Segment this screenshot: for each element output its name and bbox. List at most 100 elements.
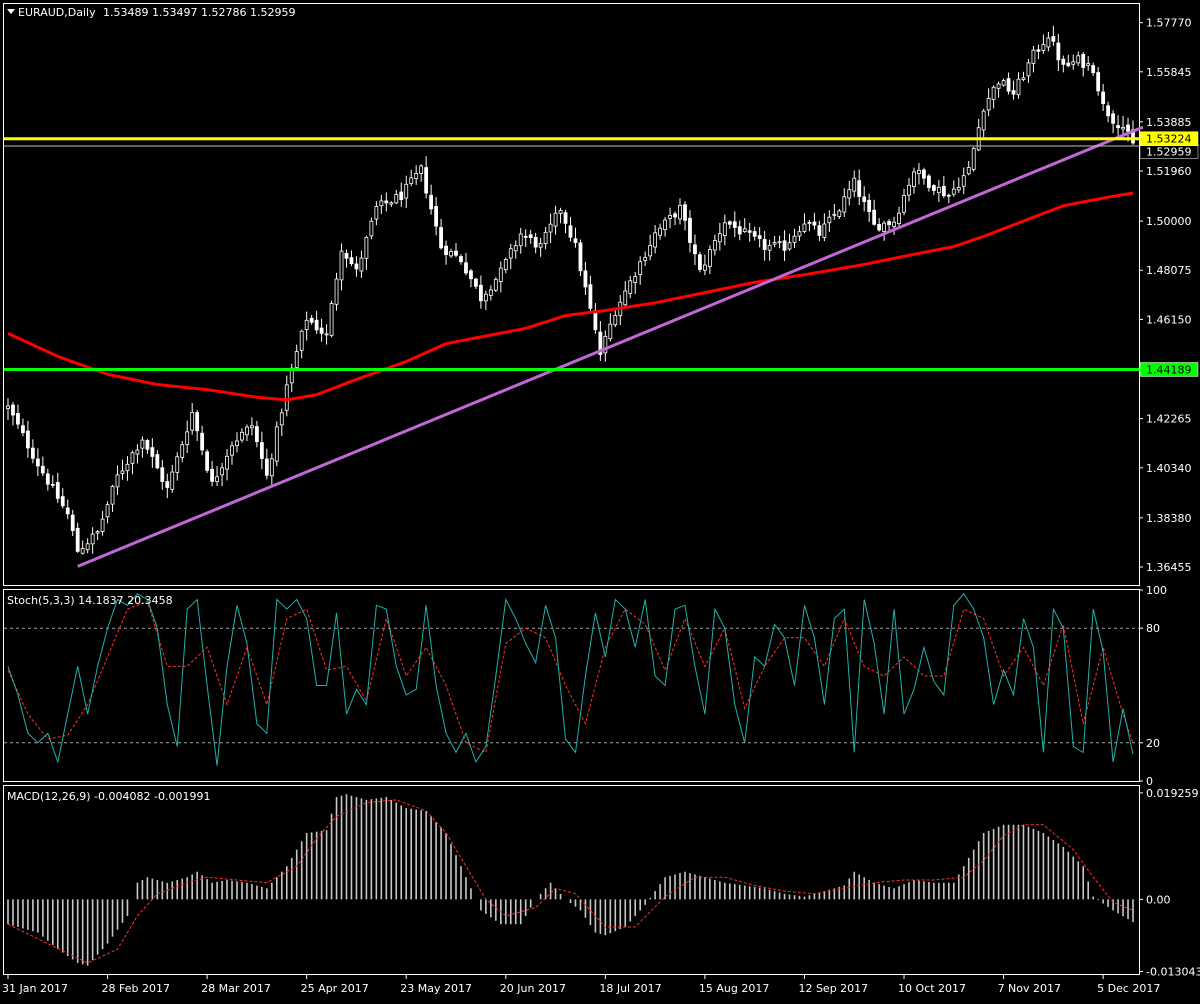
candle[interactable] <box>867 193 872 222</box>
candle[interactable] <box>65 499 70 520</box>
candle[interactable] <box>633 271 638 294</box>
candle[interactable] <box>150 438 155 468</box>
candle[interactable] <box>703 254 707 276</box>
candle[interactable] <box>603 330 608 362</box>
candle[interactable] <box>399 182 404 207</box>
candle[interactable] <box>518 227 523 254</box>
candle[interactable] <box>717 222 722 251</box>
candle[interactable] <box>877 218 882 232</box>
candle[interactable] <box>90 527 95 554</box>
candle[interactable] <box>558 207 563 224</box>
candle[interactable] <box>379 194 384 214</box>
candle[interactable] <box>802 213 807 234</box>
candle[interactable] <box>459 254 463 265</box>
candle[interactable] <box>314 310 319 334</box>
candle[interactable] <box>155 450 160 470</box>
candle[interactable] <box>737 220 742 241</box>
candle[interactable] <box>912 167 916 194</box>
candle[interactable] <box>349 250 354 267</box>
candle[interactable] <box>210 460 214 487</box>
candle[interactable] <box>1041 34 1046 54</box>
candle[interactable] <box>284 375 289 417</box>
candle[interactable] <box>230 441 234 465</box>
candle[interactable] <box>1066 54 1071 68</box>
candle[interactable] <box>469 269 473 288</box>
candle[interactable] <box>578 239 583 277</box>
candle[interactable] <box>927 173 931 192</box>
candle[interactable] <box>638 256 643 285</box>
candle[interactable] <box>354 256 359 277</box>
candle[interactable] <box>922 167 926 185</box>
candle[interactable] <box>85 538 90 554</box>
candle[interactable] <box>200 425 205 456</box>
candle[interactable] <box>1091 62 1096 76</box>
candle[interactable] <box>250 417 254 436</box>
candle[interactable] <box>966 160 971 176</box>
candle[interactable] <box>474 277 478 289</box>
candle[interactable] <box>678 198 682 225</box>
candle[interactable] <box>568 216 573 242</box>
candle[interactable] <box>936 180 941 202</box>
candle[interactable] <box>125 456 130 481</box>
candle[interactable] <box>105 501 110 524</box>
candle[interactable] <box>279 408 284 436</box>
candle[interactable] <box>245 424 249 442</box>
candle[interactable] <box>454 243 458 258</box>
candle[interactable] <box>583 262 588 296</box>
candle[interactable] <box>55 472 60 503</box>
candle[interactable] <box>897 206 901 228</box>
candle[interactable] <box>190 402 195 435</box>
trendline[interactable] <box>77 125 1144 568</box>
candle[interactable] <box>528 229 533 244</box>
candle[interactable] <box>384 192 389 212</box>
candle[interactable] <box>673 211 677 226</box>
candle[interactable] <box>688 210 692 253</box>
candle[interactable] <box>439 218 443 250</box>
candle[interactable] <box>931 184 936 196</box>
candle[interactable] <box>409 169 414 187</box>
candle[interactable] <box>170 464 175 493</box>
candle[interactable] <box>956 177 961 193</box>
candle[interactable] <box>946 193 951 204</box>
candle[interactable] <box>294 344 299 370</box>
macd-signal-line[interactable] <box>7 799 1134 964</box>
candle[interactable] <box>45 468 50 491</box>
candle[interactable] <box>434 197 438 236</box>
candle[interactable] <box>135 444 140 464</box>
candle[interactable] <box>464 252 468 276</box>
candle[interactable] <box>16 404 20 429</box>
candle[interactable] <box>533 232 538 254</box>
candle[interactable] <box>608 313 613 342</box>
candle[interactable] <box>1051 25 1056 46</box>
candle[interactable] <box>339 243 344 291</box>
price-panel[interactable] <box>3 3 1140 586</box>
candle[interactable] <box>727 220 732 229</box>
candle[interactable] <box>807 219 812 232</box>
candle[interactable] <box>205 449 210 473</box>
candle[interactable] <box>498 261 503 293</box>
candle[interactable] <box>508 243 513 270</box>
candle[interactable] <box>1031 45 1036 73</box>
candle[interactable] <box>1086 56 1091 71</box>
candle[interactable] <box>160 459 165 490</box>
candle[interactable] <box>1081 51 1086 77</box>
candle[interactable] <box>523 229 528 247</box>
candle[interactable] <box>588 275 593 313</box>
candle[interactable] <box>1106 101 1111 123</box>
candle[interactable] <box>857 169 862 206</box>
candle[interactable] <box>299 329 304 359</box>
candle[interactable] <box>971 146 976 172</box>
candle[interactable] <box>324 324 329 345</box>
candle[interactable] <box>369 217 374 240</box>
candle[interactable] <box>722 214 727 246</box>
candle[interactable] <box>902 188 906 216</box>
candle[interactable] <box>613 310 618 328</box>
candle[interactable] <box>623 281 628 307</box>
candle[interactable] <box>543 227 548 250</box>
candle[interactable] <box>374 201 379 226</box>
candle[interactable] <box>60 488 65 509</box>
candle[interactable] <box>364 235 369 270</box>
candle[interactable] <box>837 208 842 220</box>
candle[interactable] <box>747 222 752 242</box>
